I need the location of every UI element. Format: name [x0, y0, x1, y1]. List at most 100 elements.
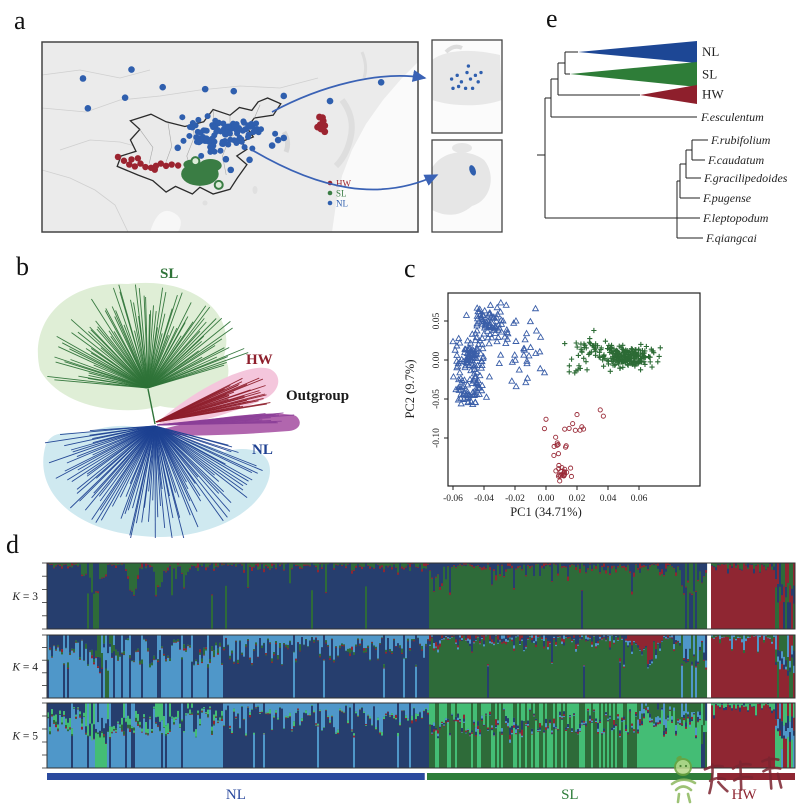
- nl-site-dot: [377, 78, 385, 86]
- nl-site-dot: [465, 70, 469, 75]
- sl-site-dot: [190, 156, 201, 167]
- admixture-row-K3: [47, 563, 796, 629]
- nl-site-dot: [466, 64, 471, 68]
- nl-site-dot: [204, 113, 211, 120]
- hw-site-dot: [114, 153, 122, 161]
- sl-site-dot: [213, 179, 224, 190]
- nl-site-dot: [225, 123, 232, 130]
- hw-site-dot: [174, 162, 182, 169]
- nl-site-dot: [245, 122, 252, 129]
- tree-label-Outgroup: Outgroup: [286, 388, 349, 404]
- nl-site-dot: [209, 122, 216, 129]
- hw-site-dot: [157, 160, 165, 167]
- nl-site-dot: [479, 70, 483, 75]
- k-label-row2: K = 4: [11, 662, 38, 674]
- y-tick: -0.05: [432, 389, 442, 409]
- nl-site-dot: [174, 144, 182, 152]
- watermark-art: [670, 755, 783, 804]
- species-label-6: F.leptopodum: [702, 211, 769, 225]
- nl-site-dot: [473, 73, 478, 78]
- x-tick: -0.04: [474, 494, 494, 504]
- species-label-5: F.pugense: [702, 191, 752, 205]
- nl-site-dot: [219, 140, 226, 147]
- pca-series-SL: [562, 327, 663, 376]
- x-tick: 0.04: [600, 494, 617, 504]
- species-label-4: F.gracilipedoides: [703, 171, 788, 185]
- hw-site-dot: [126, 161, 133, 168]
- collapsed-clade-HW: [640, 85, 697, 104]
- pca-series-HW: [541, 407, 606, 484]
- legend-label-SL: SL: [336, 189, 347, 199]
- nl-site-dot: [203, 135, 210, 142]
- nl-site-dot: [227, 166, 235, 174]
- nl-site-dot: [212, 117, 219, 124]
- nl-site-dot: [326, 97, 334, 105]
- fan-SL: [47, 284, 249, 389]
- legend-label-NL: NL: [336, 199, 348, 209]
- nl-site-patch: [469, 165, 476, 176]
- x-tick: 0.00: [538, 494, 555, 504]
- nl-site-dot: [230, 87, 238, 95]
- nl-site-dot: [196, 129, 203, 136]
- nl-site-dot: [179, 114, 186, 121]
- hw-site-dot: [314, 123, 322, 131]
- nl-site-dot: [245, 131, 252, 138]
- nl-site-dot: [455, 73, 459, 78]
- nl-site-dot: [226, 130, 233, 137]
- population-group-bar: [47, 773, 795, 780]
- nl-site-dot: [459, 80, 464, 84]
- sl-range-patch: [199, 159, 222, 172]
- panel-d-admixture-plot: K = 3 K = 4 K = 5 NL SL HW: [11, 562, 796, 803]
- y-tick: -0.10: [432, 428, 442, 448]
- hw-site-dot: [151, 166, 158, 173]
- outgroup-clade-blob: [159, 413, 300, 436]
- nl-site-dot: [128, 66, 135, 73]
- nl-site-dot: [121, 94, 129, 101]
- legend-dot-SL: [327, 190, 333, 196]
- nl-site-dot: [196, 138, 203, 145]
- nl-site-dot: [468, 77, 473, 81]
- nl-site-dot: [258, 126, 265, 133]
- k-label-row1: K = 3: [11, 591, 38, 603]
- x-axis-title: PC1 (34.71%): [510, 505, 582, 519]
- clade-label-NL: NL: [702, 44, 719, 59]
- x-tick: 0.06: [631, 494, 648, 504]
- hw-site-dot: [128, 156, 135, 163]
- nl-site-dot: [272, 130, 279, 137]
- admixture-row-K5: [47, 703, 796, 768]
- x-tick: -0.02: [505, 494, 525, 504]
- species-label-7: F.qiangcai: [705, 231, 757, 245]
- legend-label-HW: HW: [336, 179, 351, 189]
- nl-site-dot: [253, 120, 260, 127]
- inset-arrow-top: [271, 69, 427, 113]
- nl-site-dot: [79, 75, 87, 82]
- species-label-2: F.rubifolium: [710, 133, 771, 147]
- nl-site-dot: [252, 128, 259, 135]
- nl-site-dot: [233, 121, 240, 128]
- nl-site-dot: [201, 85, 209, 93]
- nl-site-dot: [227, 136, 234, 143]
- admixture-row-K4: [47, 635, 796, 698]
- nl-site-dot: [220, 120, 227, 127]
- nl-site-dot: [222, 155, 230, 163]
- x-tick: -0.06: [443, 494, 463, 504]
- nl-site-dot: [241, 144, 248, 151]
- panel-b-unrooted-tree: SL HW Outgroup NL: [37, 266, 349, 538]
- y-tick: 0.05: [432, 312, 442, 329]
- nl-site-dot: [451, 86, 455, 91]
- y-tick: 0.00: [432, 351, 442, 368]
- inset-arrow-bottom: [251, 149, 439, 191]
- nl-site-dot: [198, 152, 205, 159]
- species-label-3: F.caudatum: [707, 153, 764, 167]
- nl-site-dot: [217, 147, 224, 154]
- group-label-SL: SL: [561, 787, 579, 803]
- panel-label-b: b: [16, 252, 29, 281]
- panel-label-e: e: [546, 4, 558, 33]
- nl-site-dot: [456, 84, 461, 89]
- collapsed-clade-NL: [578, 41, 697, 63]
- k-label-row3: K = 5: [11, 731, 38, 743]
- hw-site-dot: [168, 161, 175, 168]
- fan-HW: [155, 377, 271, 423]
- pca-plot-frame: [447, 292, 701, 487]
